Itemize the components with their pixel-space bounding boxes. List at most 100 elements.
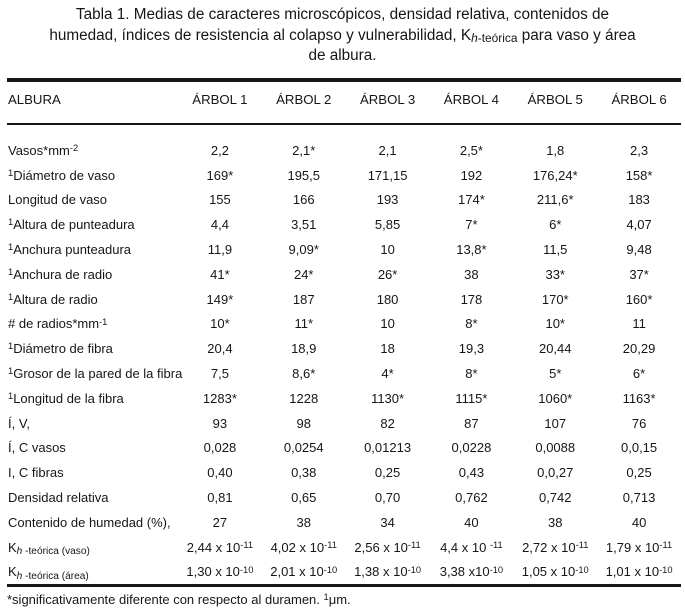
cell-value: 193 — [376, 192, 399, 208]
cell-value: 0,65 — [291, 490, 317, 506]
cell-value: 2,1* — [292, 142, 316, 158]
table-row: 1Grosor de la pared de la fibra 7,5 8,6* 4*… — [7, 361, 681, 386]
cell-value: 40 — [464, 514, 479, 530]
cell-value: 6* — [549, 217, 562, 233]
cell-value: 183 — [628, 192, 650, 208]
cell-value: 76 — [631, 415, 647, 431]
cell-value: 1,05 x 10-10 — [521, 564, 589, 580]
cell-value: 2,56 x 10-11 — [354, 539, 421, 555]
cell-value: 13,8* — [456, 242, 487, 258]
table-row: 1Altura de radio 149* 187 180 178 170* 160* — [7, 287, 681, 312]
cell-value: 19,3 — [458, 341, 485, 357]
cell-value: 149* — [206, 291, 234, 307]
cell-value: 3,38 x10-10 — [439, 564, 504, 580]
cell-value: 5,85 — [374, 217, 401, 233]
cell-value: 10 — [380, 316, 395, 332]
cell-value: 4* — [381, 366, 394, 382]
cell-value: 8* — [465, 366, 478, 382]
row-label: Í, C vasos — [8, 440, 66, 456]
cell-value: 0,25 — [626, 465, 652, 481]
row-label: 1Diámetro de fibra — [8, 341, 113, 357]
row-label: Longitud de vaso — [8, 192, 108, 208]
column-header: ÁRBOL 3 — [359, 91, 416, 107]
table-row: 1Longitud de la fibra 1283* 1228 1130* 1115*… — [7, 386, 681, 411]
row-label: Vasos*mm-2 — [8, 142, 79, 158]
cell-value: 174* — [458, 192, 485, 208]
table-row: 1Anchura punteadura 11,9 9,09* 10 13,8* 11,5 9… — [7, 237, 681, 262]
row-label: I, C fibras — [8, 465, 64, 481]
row-label: 1Altura de punteadura — [8, 217, 135, 233]
cell-value: 4,07 — [626, 217, 652, 233]
cell-value: 0,38 — [291, 465, 317, 481]
cell-value: 107 — [544, 415, 567, 431]
cell-value: 1,38 x 10-10 — [354, 564, 422, 580]
cell-value: 0,43 — [458, 465, 485, 481]
cell-value: 2,3 — [630, 142, 649, 158]
cell-value: 0,762 — [455, 490, 488, 506]
cell-value: 0,81 — [207, 490, 233, 506]
header-row-group-label: ALBURA — [8, 91, 61, 107]
cell-value: 2,2 — [210, 142, 229, 158]
cell-value: 0,0,15 — [621, 440, 658, 456]
cell-value: 2,01 x 10-10 — [270, 564, 338, 580]
row-label: 1Longitud de la fibra — [8, 390, 124, 406]
cell-value: 10* — [210, 316, 230, 332]
row-label: 1Diámetro de vaso — [8, 167, 116, 183]
cell-value: 0,01213 — [364, 440, 412, 456]
table-row: Kh -teórica (vaso) 2,44 x 10-11 4,02 x 10-… — [7, 535, 681, 560]
table-row: Í, V, 93 98 82 87 107 76 — [7, 411, 681, 436]
cell-value: 41* — [210, 266, 230, 282]
cell-value: 11* — [294, 316, 314, 332]
cell-value: 38 — [296, 514, 311, 530]
cell-value: 38 — [464, 266, 479, 282]
cell-value: 0,0228 — [451, 440, 492, 456]
cell-value: 1060* — [538, 390, 573, 406]
table-row: Densidad relativa 0,81 0,65 0,70 0,762 0,742 0… — [7, 485, 681, 510]
table-header-rule — [7, 122, 681, 125]
cell-value: 166 — [292, 192, 315, 208]
cell-value: 2,72 x 10-11 — [522, 539, 589, 555]
table-footnote: *significativamente diferente con respec… — [7, 592, 351, 607]
cell-value: 1163* — [622, 390, 656, 406]
row-label: 1Anchura punteadura — [8, 242, 132, 258]
table-row: # de radios*mm-1 10* 11* 10 8* 10* 11 — [7, 312, 681, 337]
row-label: Í, V, — [8, 415, 30, 431]
cell-value: 187 — [292, 291, 315, 307]
cell-value: 2,5* — [459, 142, 483, 158]
cell-value: 195,5 — [287, 167, 321, 183]
cell-value: 211,6* — [536, 192, 574, 208]
cell-value: 155 — [209, 192, 231, 208]
cell-value: 9,09* — [288, 242, 319, 258]
row-label: Kh -teórica (vaso) — [8, 539, 90, 558]
cell-value: 27 — [212, 514, 228, 530]
row-label: 1Altura de radio — [8, 291, 98, 307]
column-header: ÁRBOL 2 — [276, 91, 332, 107]
cell-value: 11,9 — [207, 242, 233, 258]
cell-value: 10 — [380, 242, 395, 258]
cell-value: 1283* — [202, 390, 237, 406]
table-row: Contenido de humedad (%), 27 38 34 40 38 40 — [7, 510, 681, 535]
cell-value: 2,44 x 10-11 — [186, 539, 254, 555]
cell-value: 40 — [631, 514, 647, 530]
cell-value: 1,8 — [546, 142, 565, 158]
row-label: 1Anchura de radio — [8, 266, 113, 282]
cell-value: 11 — [632, 316, 646, 332]
cell-value: 24* — [293, 266, 314, 282]
table-caption: Tabla 1. Medias de caracteres microscópi… — [0, 0, 685, 67]
cell-value: 3,51 — [291, 217, 317, 233]
cell-value: 8,6* — [292, 366, 316, 382]
table-bottom-rule — [7, 584, 681, 588]
cell-value: 158* — [625, 167, 653, 183]
cell-value: 8* — [465, 316, 478, 332]
cell-value: 0,742 — [538, 490, 572, 506]
cell-value: 4,4 x 10 -11 — [440, 539, 503, 555]
cell-value: 7* — [465, 217, 478, 233]
cell-value: 37* — [629, 266, 649, 282]
cell-value: 34 — [380, 514, 395, 530]
cell-value: 1,79 x 10-11 — [605, 539, 673, 555]
table-row: Í, C vasos 0,028 0,0254 0,01213 0,0228 0,0088… — [7, 436, 681, 461]
column-header: ÁRBOL 1 — [192, 91, 248, 107]
table-row: 1Diámetro de fibra 20,4 18,9 18 19,3 20,44 20,… — [7, 336, 681, 361]
cell-value: 1,30 x 10-10 — [186, 564, 254, 580]
